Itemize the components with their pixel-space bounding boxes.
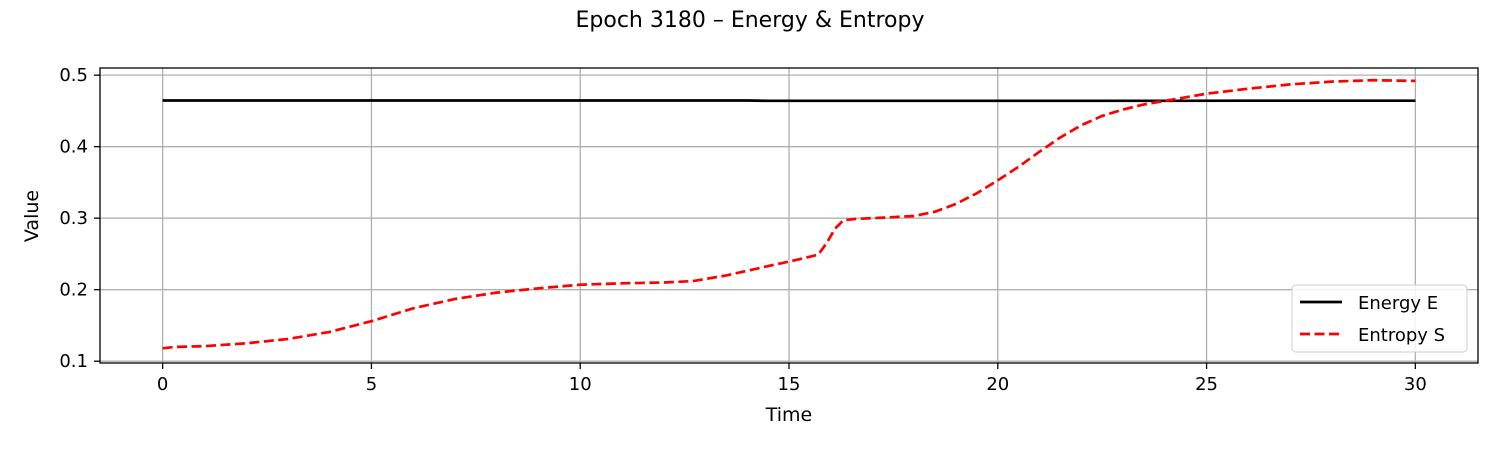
legend: Energy E Entropy S xyxy=(1291,284,1468,353)
chart-title: Epoch 3180 – Energy & Entropy xyxy=(576,8,925,33)
grid xyxy=(100,68,1478,363)
y-tick-label: 0.5 xyxy=(59,65,88,86)
series-line-entropy-s xyxy=(162,78,1416,350)
y-tick-label: 0.1 xyxy=(59,351,88,372)
x-tick-label: 15 xyxy=(778,374,801,395)
y-axis-label: Value xyxy=(21,190,43,242)
y-tick-label: 0.2 xyxy=(59,280,88,301)
x-axis-ticks: 0 5 10 15 20 25 30 xyxy=(157,363,1427,395)
x-tick-label: 0 xyxy=(157,374,168,395)
x-tick-label: 10 xyxy=(569,374,592,395)
x-tick-label: 25 xyxy=(1195,374,1218,395)
x-tick-label: 5 xyxy=(366,374,377,395)
y-tick-label: 0.3 xyxy=(59,208,88,229)
y-tick-label: 0.4 xyxy=(59,137,88,158)
x-axis-label: Time xyxy=(765,404,813,426)
legend-label-energy: Energy E xyxy=(1358,293,1438,314)
x-tick-label: 30 xyxy=(1404,374,1427,395)
legend-label-entropy: Entropy S xyxy=(1358,325,1445,346)
x-tick-label: 20 xyxy=(986,374,1009,395)
series-lines xyxy=(162,78,1416,350)
y-axis-ticks: 0.1 0.2 0.3 0.4 0.5 xyxy=(59,65,100,372)
